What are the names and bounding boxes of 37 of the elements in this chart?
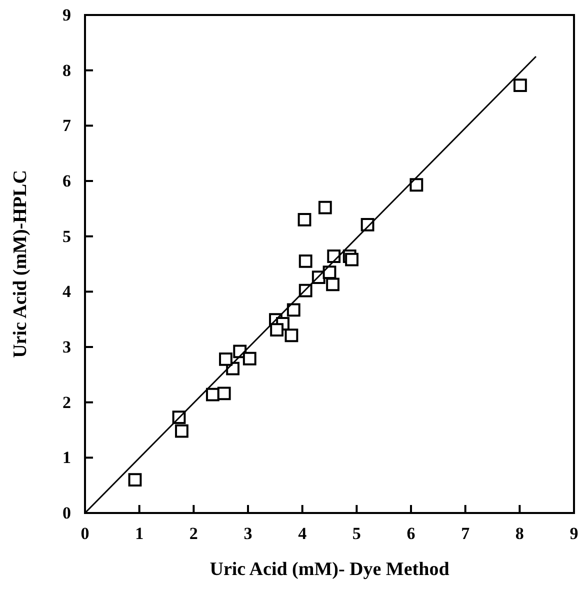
x-tick-label: 8 [515, 524, 524, 544]
x-tick-label: 7 [461, 524, 470, 544]
y-tick-label: 9 [62, 5, 71, 24]
x-tick-label: 9 [570, 524, 578, 544]
x-tick-label: 5 [352, 524, 361, 544]
point [286, 303, 300, 317]
y-tick-label: 6 [62, 171, 71, 190]
y-axis-title: Uric Acid (mM)-HPLC [10, 170, 31, 358]
x-tick-label: 6 [406, 524, 416, 544]
point [219, 352, 232, 366]
x-tick-label: 0 [80, 524, 90, 544]
y-tick-label: 0 [62, 503, 71, 522]
point [284, 328, 298, 342]
point [298, 254, 312, 268]
x-tick-label: 4 [298, 524, 308, 544]
x-tick-label: 2 [189, 524, 198, 544]
point [175, 424, 188, 438]
point [326, 278, 340, 292]
y-tick-label: 3 [62, 337, 71, 356]
point [242, 352, 256, 366]
point [217, 386, 231, 400]
x-tick-label: 1 [135, 524, 144, 544]
point [345, 252, 358, 266]
y-tick-label: 2 [62, 392, 71, 412]
point [128, 473, 142, 486]
x-axis-title: Uric Acid (mM)- Dye Method [210, 559, 450, 580]
x-tick-label: 3 [244, 524, 252, 544]
point [410, 178, 424, 192]
y-tick-label: 7 [62, 116, 72, 136]
point [270, 323, 284, 337]
point [514, 78, 527, 92]
y-tick-label: 4 [62, 282, 72, 302]
point [298, 213, 312, 226]
y-tick-label: 5 [62, 226, 71, 246]
y-tick-label: 8 [62, 60, 71, 80]
point [318, 200, 332, 214]
y-tick-label: 1 [62, 448, 71, 468]
